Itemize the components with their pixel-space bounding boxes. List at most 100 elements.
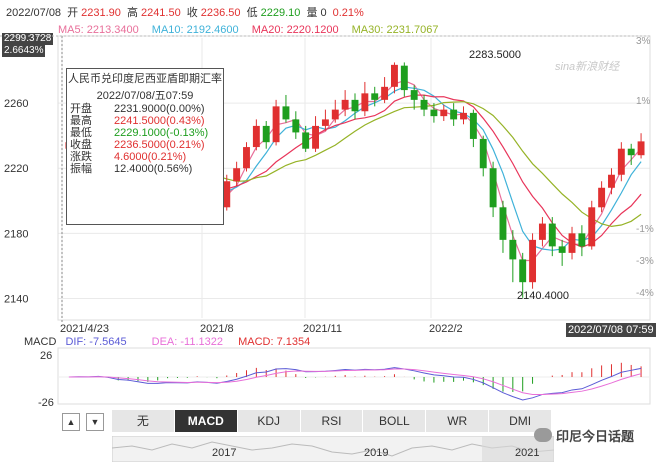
candle-body	[420, 99, 428, 110]
low-value: 2229.10	[260, 7, 301, 19]
candle-body	[351, 99, 359, 112]
close-value: 2236.50	[200, 7, 241, 19]
wechat-icon	[534, 428, 552, 442]
tooltip-key: 最低	[70, 127, 92, 139]
high-label: 高	[126, 7, 138, 19]
candle-body	[578, 233, 586, 247]
high-value: 2241.50	[140, 7, 181, 19]
candle-body	[430, 109, 438, 117]
tooltip-row: 开盘 2231.9000(0.00%)	[67, 103, 223, 115]
right-pct-tick: 3%	[636, 36, 651, 47]
tooltip-value: 12.4000(0.56%)	[114, 163, 193, 175]
candle-body	[627, 148, 635, 156]
candle-body	[381, 86, 389, 100]
candle-body	[608, 174, 615, 188]
tooltip-row: 涨跌 4.6000(0.21%)	[67, 151, 223, 163]
timeline-navigator[interactable]	[112, 436, 554, 462]
right-pct-tick: -1%	[636, 224, 654, 235]
scroll-left-button[interactable]: ▲	[62, 413, 80, 431]
tab-boll[interactable]: BOLL	[363, 410, 427, 432]
tab-dmi[interactable]: DMI	[489, 410, 553, 432]
tab-无[interactable]: 无	[112, 410, 175, 432]
candle-body	[341, 99, 349, 110]
macd-value-label: MACD: 7.1354	[238, 336, 311, 348]
ma20-label: MA20: 2220.1200	[251, 24, 339, 36]
right-pct-tick: -3%	[636, 256, 654, 267]
right-pct-tick: 1%	[636, 96, 651, 107]
tooltip-key: 开盘	[70, 103, 92, 115]
tooltip-key: 振幅	[70, 163, 92, 175]
tooltip-key: 涨跌	[70, 151, 92, 163]
tooltip-row: 振幅 12.4000(0.56%)	[67, 163, 223, 175]
candle-body	[400, 65, 408, 91]
tooltip-datetime: 2022/07/08/五07:59	[96, 90, 194, 102]
tooltip-row: 最低 2229.1000(-0.13%)	[67, 127, 223, 139]
tooltip-row: 最高 2241.5000(0.43%)	[67, 115, 223, 127]
dif-line	[68, 367, 642, 401]
y-tick-label: 2140	[4, 293, 28, 305]
macd-panel: 26 -26	[38, 347, 651, 409]
tab-kdj[interactable]: KDJ	[238, 410, 301, 432]
tab-wr[interactable]: WR	[426, 410, 490, 432]
candle-body	[292, 119, 300, 133]
y-tick-label: 2180	[4, 228, 28, 240]
x-tick-label: 2022/2	[429, 323, 463, 335]
indicator-tabs: 无 MACD KDJ RSI BOLL WR DMI	[112, 410, 553, 432]
macd-frame	[57, 347, 651, 405]
timeline-label-2017: 2017	[212, 447, 237, 459]
candle-body	[469, 112, 477, 139]
candle-body	[331, 109, 339, 120]
ma30-label: MA30: 2231.7067	[351, 24, 439, 36]
tooltip-value: 2236.5000(0.21%)	[114, 139, 205, 151]
candle-body	[568, 233, 576, 253]
scroll-right-button[interactable]: ▼	[86, 413, 104, 431]
cursor-date-tag: 2022/07/08 07:59	[566, 323, 656, 337]
ma-legend: MA5: 2213.3400 MA10: 2192.4600 MA20: 222…	[58, 24, 439, 36]
candle-body	[479, 138, 487, 169]
header-date: 2022/07/08	[6, 7, 62, 19]
candle-body	[282, 106, 290, 120]
footer-brand: 印尼今日话题	[556, 429, 635, 444]
change-value: 0.21%	[332, 7, 364, 19]
tooltip-value: 4.6000(0.21%)	[114, 151, 187, 163]
dea-line	[68, 368, 642, 395]
candle-body	[450, 109, 458, 120]
timeline-sparkline	[112, 441, 554, 457]
tooltip-key: 最高	[70, 115, 92, 127]
max-annotation: 2283.5000	[469, 49, 521, 61]
tab-rsi[interactable]: RSI	[301, 410, 364, 432]
close-label: 收	[186, 7, 198, 19]
open-label: 开	[67, 7, 79, 19]
candle-body	[252, 125, 260, 148]
open-value: 2231.90	[81, 7, 121, 19]
timeline-label-2019: 2019	[364, 447, 389, 459]
candle-body	[361, 93, 369, 112]
dea-label: DEA: -11.1322	[151, 336, 223, 348]
candle-body	[548, 223, 556, 247]
candle-body	[272, 106, 280, 143]
dif-label: DIF: -7.5645	[65, 336, 127, 348]
candle-body	[223, 181, 231, 208]
low-label: 低	[246, 7, 258, 19]
candle-body	[588, 207, 596, 247]
candle-body	[460, 112, 467, 120]
candle-body	[637, 141, 645, 156]
candle-body	[440, 109, 448, 117]
candle-body	[410, 90, 418, 100]
vol-label: 量	[306, 7, 318, 19]
tooltip-value: 2231.9000(0.00%)	[114, 103, 205, 115]
y-tick-label: 2220	[4, 163, 28, 175]
candle-body	[233, 168, 241, 182]
tooltip-value: 2241.5000(0.43%)	[114, 115, 205, 127]
tab-macd[interactable]: MACD	[174, 410, 238, 432]
timeline-label-2021: 2021	[515, 447, 540, 459]
candle-body	[529, 239, 537, 283]
ohlc-tooltip: 人民币兑印度尼西亚盾即期汇率 2022/07/08/五07:59 开盘 2231.…	[66, 68, 224, 225]
watermark: sina新浪财经	[555, 61, 620, 73]
x-tick-label: 2021/4/23	[60, 323, 109, 335]
candle-body	[312, 125, 319, 149]
candle-body	[558, 246, 566, 253]
candle-body	[489, 168, 497, 208]
tooltip-row: 收盘 2236.5000(0.21%)	[67, 139, 223, 151]
